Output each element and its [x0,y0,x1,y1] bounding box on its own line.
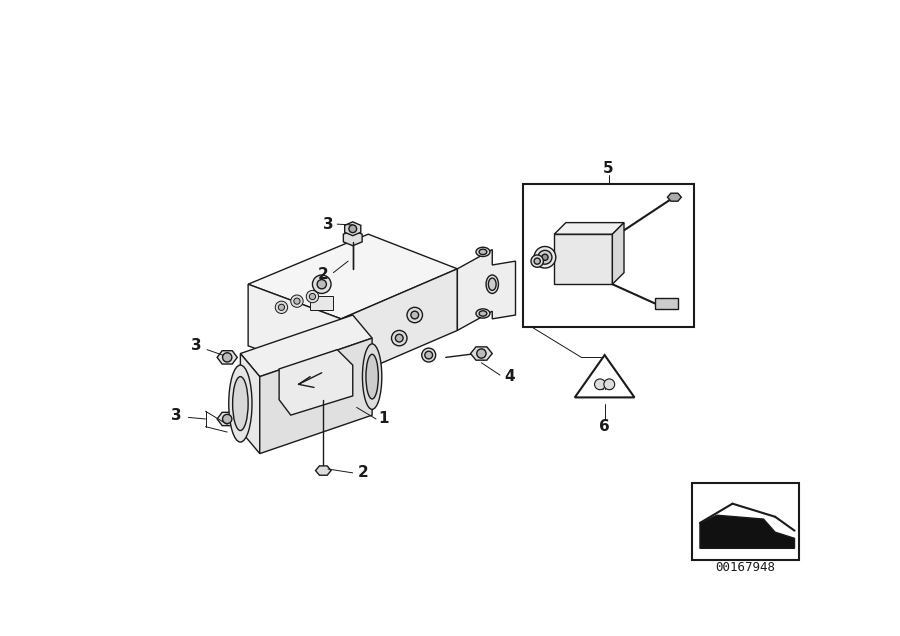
Ellipse shape [476,247,490,256]
Polygon shape [217,350,238,364]
Circle shape [349,225,356,233]
Circle shape [422,348,436,362]
Bar [310,296,333,310]
Polygon shape [260,338,372,453]
Circle shape [407,307,422,322]
Ellipse shape [476,309,490,318]
Text: 3: 3 [322,217,333,232]
Polygon shape [554,223,624,234]
Bar [655,298,679,309]
Polygon shape [248,234,457,319]
Polygon shape [668,193,681,201]
Ellipse shape [232,377,248,431]
Circle shape [275,301,288,314]
Circle shape [425,351,433,359]
Bar [692,483,799,560]
Circle shape [395,335,403,342]
Polygon shape [471,347,492,360]
Circle shape [477,349,486,358]
Text: 4: 4 [505,369,516,384]
Circle shape [595,379,606,390]
Ellipse shape [489,278,496,291]
Polygon shape [240,354,260,453]
Ellipse shape [363,344,382,410]
Polygon shape [345,222,361,236]
Polygon shape [575,355,634,398]
Text: 2: 2 [318,268,328,282]
Polygon shape [700,515,795,548]
Text: 6: 6 [599,419,610,434]
Text: 5: 5 [603,161,614,176]
Circle shape [411,311,418,319]
Circle shape [306,291,319,303]
Text: 3: 3 [191,338,202,354]
Text: 3: 3 [171,408,182,422]
Circle shape [538,251,552,264]
Circle shape [534,258,540,264]
Circle shape [222,414,232,424]
Circle shape [312,275,331,293]
Text: 00167948: 00167948 [716,561,776,574]
Ellipse shape [479,249,487,254]
Circle shape [392,331,407,346]
Circle shape [278,304,284,310]
Polygon shape [248,284,341,380]
Circle shape [531,255,544,267]
Ellipse shape [486,275,499,293]
Polygon shape [457,249,516,331]
Circle shape [604,379,615,390]
Polygon shape [341,269,457,380]
Polygon shape [316,466,331,475]
Bar [523,184,694,326]
Circle shape [534,247,556,268]
Text: ω℞: ω℞ [596,382,613,392]
Polygon shape [217,412,238,425]
Text: 1: 1 [379,411,389,427]
Bar [554,234,612,284]
Ellipse shape [479,311,487,316]
Text: 2: 2 [357,466,368,480]
Circle shape [310,293,316,300]
Circle shape [291,295,303,307]
Circle shape [317,280,327,289]
Polygon shape [612,223,624,284]
Circle shape [293,298,300,304]
Polygon shape [240,315,372,377]
Polygon shape [344,230,362,245]
Circle shape [542,254,548,260]
Circle shape [222,353,232,362]
Polygon shape [279,350,353,415]
Ellipse shape [229,365,252,442]
Ellipse shape [366,354,378,399]
